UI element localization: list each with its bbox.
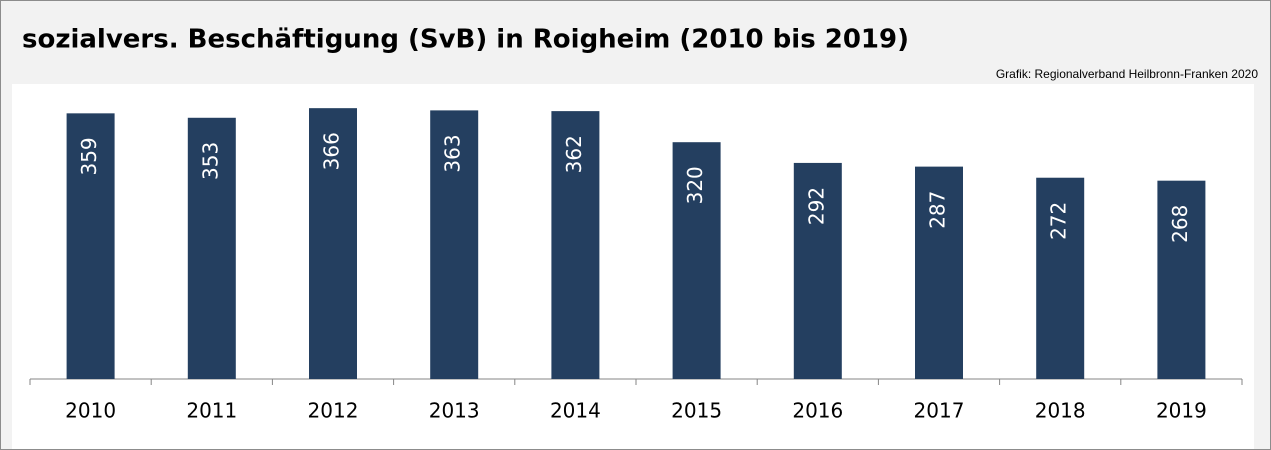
chart-title: sozialvers. Beschäftigung (SvB) in Roigh… <box>22 25 909 55</box>
data-label: 363 <box>441 134 465 172</box>
x-tick-label: 2013 <box>429 399 480 423</box>
x-tick-label: 2014 <box>550 399 601 423</box>
bar <box>430 110 479 379</box>
x-tick-label: 2015 <box>671 399 722 423</box>
bar <box>66 113 115 379</box>
x-tick-label: 2017 <box>914 399 965 423</box>
data-label: 359 <box>77 137 101 175</box>
bar <box>793 162 842 379</box>
bar <box>1036 177 1085 379</box>
x-tick-label: 2011 <box>186 399 237 423</box>
data-label: 353 <box>198 142 222 180</box>
bar <box>1157 180 1206 379</box>
x-tick-label: 2012 <box>308 399 359 423</box>
bar <box>672 142 721 379</box>
data-label: 292 <box>804 187 828 225</box>
bar <box>551 111 600 380</box>
source-note: Grafik: Regionalverband Heilbronn-Franke… <box>996 67 1258 81</box>
bar <box>187 117 236 379</box>
x-tick-label: 2016 <box>792 399 843 423</box>
data-label: 366 <box>320 132 344 170</box>
bar <box>915 166 963 379</box>
data-label: 272 <box>1047 202 1071 240</box>
data-label: 362 <box>562 135 586 173</box>
x-tick-label: 2018 <box>1035 399 1086 423</box>
x-tick-label: 2010 <box>65 399 116 423</box>
data-label: 320 <box>683 166 707 204</box>
x-tick-label: 2019 <box>1156 399 1207 423</box>
data-label: 268 <box>1168 205 1192 243</box>
bar <box>309 108 357 379</box>
data-label: 287 <box>926 191 950 229</box>
